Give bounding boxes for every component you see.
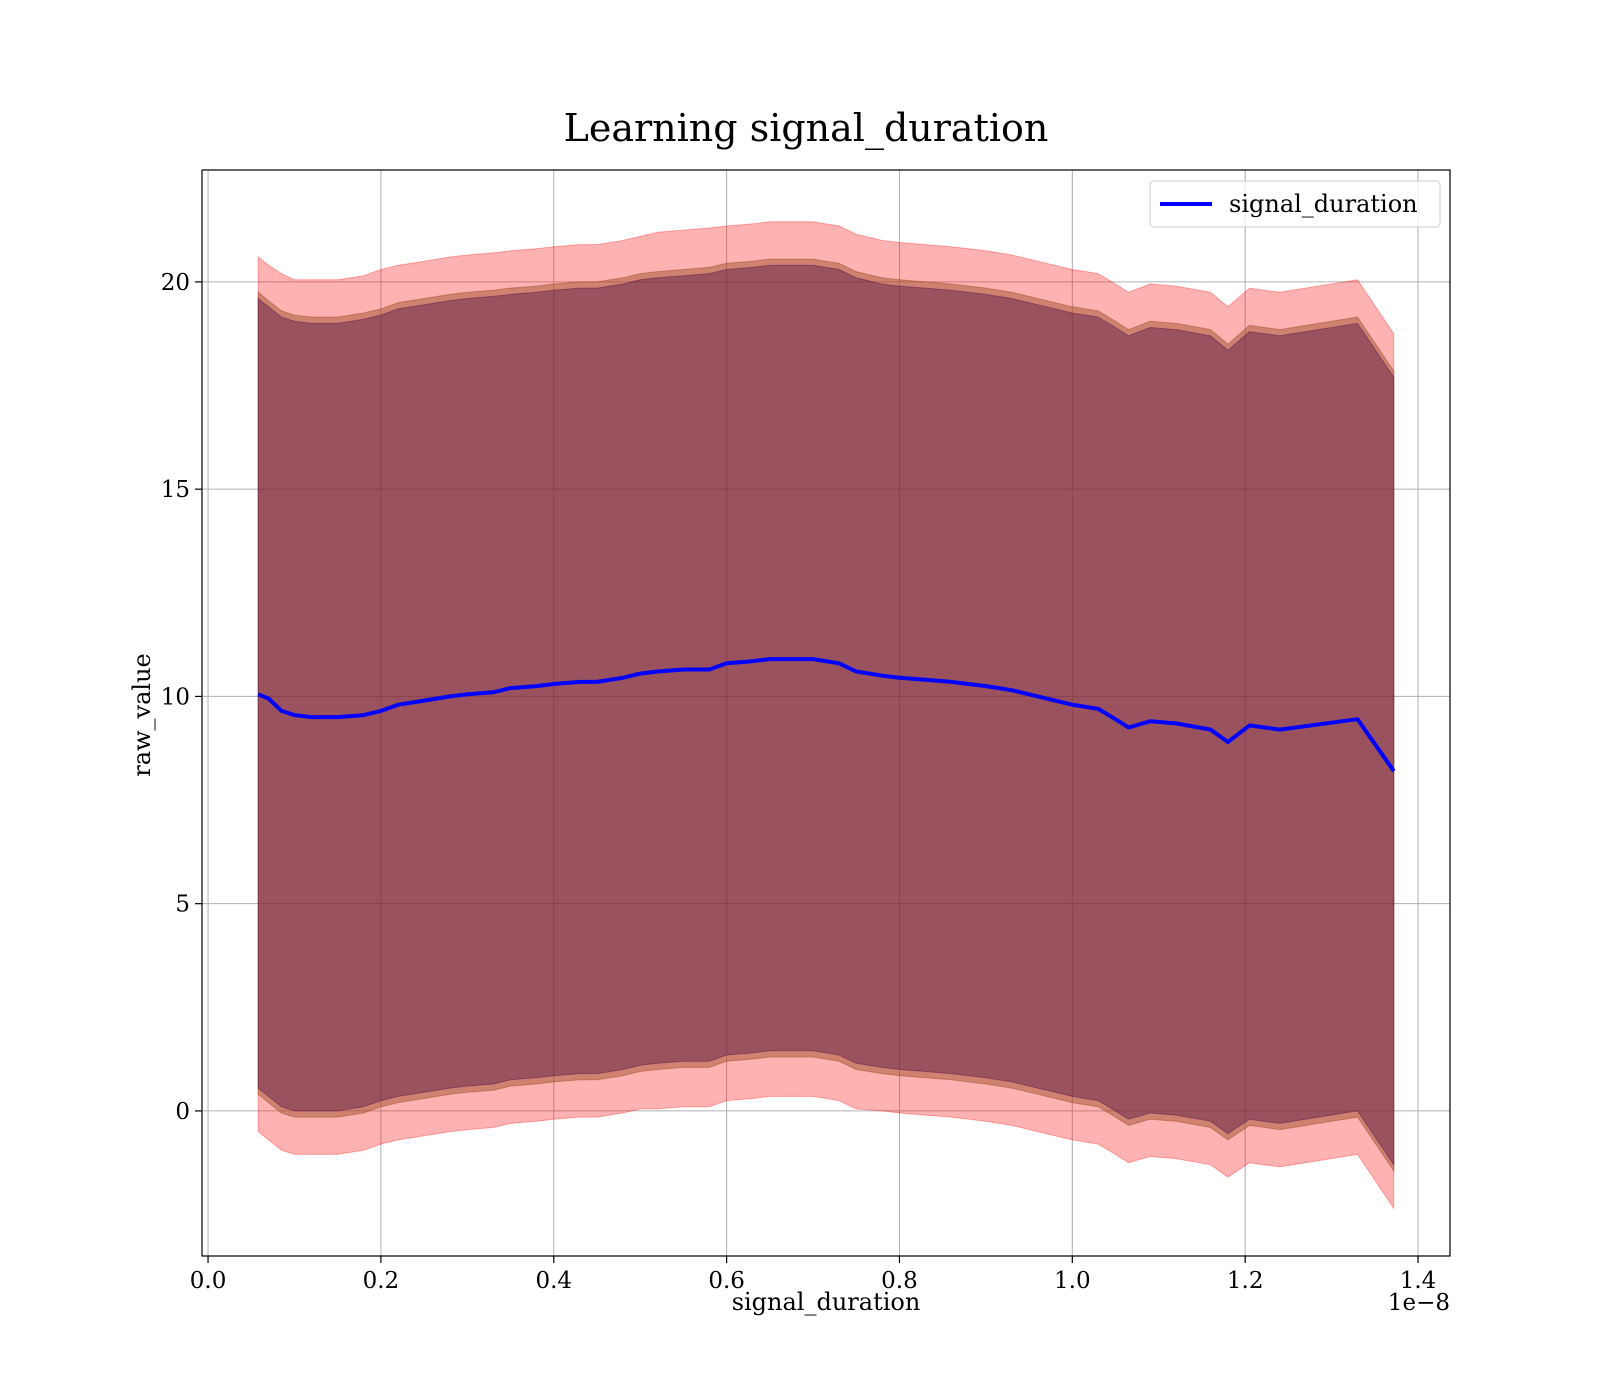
x-axis-offset-text: 1e−8 xyxy=(1388,1290,1450,1316)
y-tick-label: 15 xyxy=(161,477,190,503)
x-tick-label: 1.4 xyxy=(1400,1268,1437,1294)
confidence-band-2 xyxy=(257,264,1395,1167)
y-axis-ticks: 0 5 10 15 20 xyxy=(161,270,202,1125)
x-axis-label: signal_duration xyxy=(732,1288,921,1316)
x-axis-ticks: 0.0 0.2 0.4 0.6 0.8 1.0 1.2 1.4 xyxy=(190,1256,1437,1294)
x-tick-label: 0.8 xyxy=(881,1268,918,1294)
x-tick-label: 0.4 xyxy=(535,1268,572,1294)
x-tick-label: 0.2 xyxy=(363,1268,400,1294)
legend-box xyxy=(1149,180,1441,228)
confidence-bands xyxy=(257,221,1395,1210)
x-tick-label: 1.2 xyxy=(1227,1268,1264,1294)
x-tick-label: 0.0 xyxy=(190,1268,227,1294)
y-axis-label: raw_value xyxy=(128,653,156,777)
y-tick-label: 5 xyxy=(175,892,190,918)
y-tick-label: 0 xyxy=(175,1099,190,1125)
plot-frame xyxy=(201,169,1451,1257)
x-tick-label: 0.6 xyxy=(708,1268,745,1294)
legend: signal_duration xyxy=(1149,180,1441,228)
legend-label: signal_duration xyxy=(1229,190,1418,218)
y-tick-label: 20 xyxy=(161,270,190,296)
y-tick-label: 10 xyxy=(161,684,190,710)
series-lines xyxy=(257,657,1396,773)
x-tick-label: 1.0 xyxy=(1054,1268,1091,1294)
confidence-band-1 xyxy=(257,258,1395,1173)
chart-title: Learning signal_duration xyxy=(564,106,1049,151)
series-line-0 xyxy=(257,657,1396,773)
